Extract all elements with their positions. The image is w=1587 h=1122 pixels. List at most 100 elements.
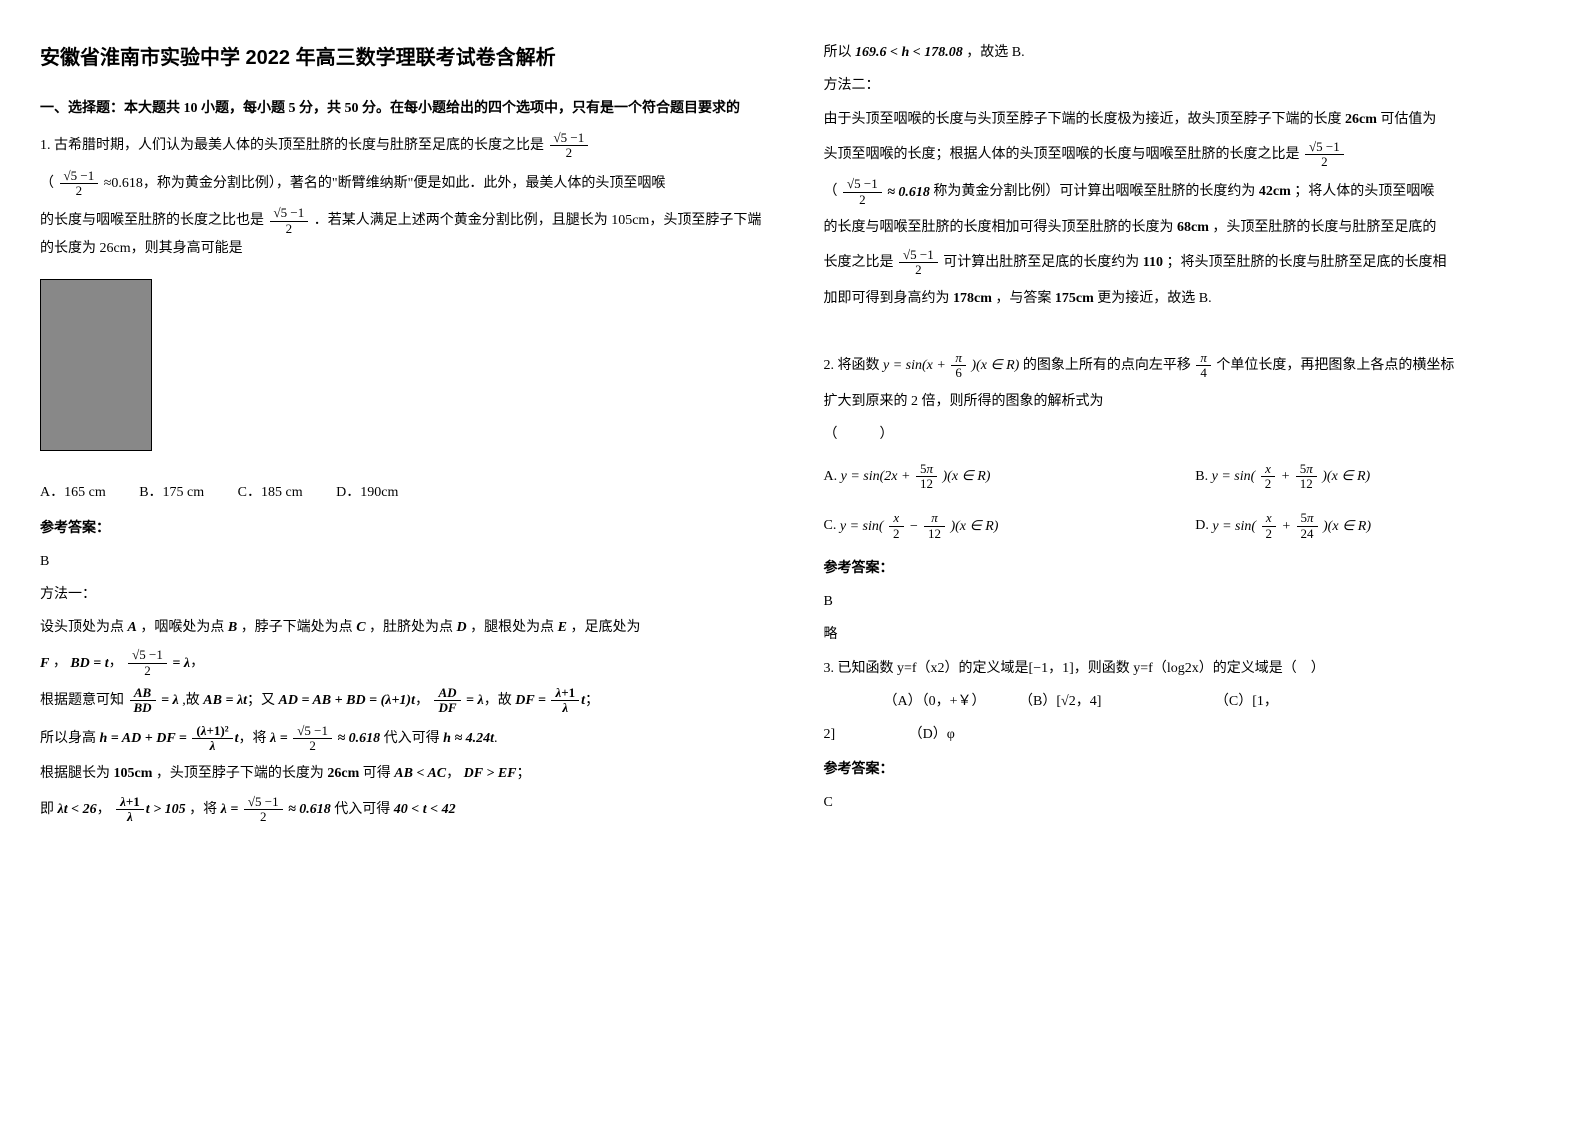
h-t: t xyxy=(235,726,239,751)
golden-ratio-fraction-2: √5 −1 2 xyxy=(60,169,99,199)
golden-ratio-fraction: √5 −1 2 xyxy=(550,131,589,161)
q2-cd-plus: + xyxy=(1282,514,1291,539)
q2-func: y = sin(x + xyxy=(883,353,946,378)
formula-block-2: 根据题意可知 AB BD = λ ,故 AB = λt；又 AD = AB + … xyxy=(40,686,764,716)
q2-cc-den2: 12 xyxy=(924,527,945,541)
m2-p6a: 加即可得到身高约为 xyxy=(824,291,950,306)
m2-42cm: 42cm xyxy=(1259,184,1291,199)
q1-text-cont2: 的长度与咽喉至肚脐的长度之比也是 √5 −1 2 ．若某人满足上述两个黄金分割比… xyxy=(40,206,764,261)
m2-p5c: ；将头顶至肚脐的长度与肚脐至足底的长度相 xyxy=(1166,255,1446,270)
df-den2: λ xyxy=(551,701,579,715)
venus-statue-image xyxy=(40,279,152,451)
neck-26: 26cm xyxy=(327,766,359,781)
method2-p6: 加即可得到身高约为 178cm ，与答案 175cm 更为接近，故选 B. xyxy=(824,286,1548,311)
choice-c: C．185 cm xyxy=(238,480,303,505)
q3-choice-c: （C）[1， xyxy=(1215,689,1278,714)
ad-eq: AD = AB + BD = (λ+1)t xyxy=(279,688,415,713)
df-fraction: λ+1 λ xyxy=(551,686,579,716)
m2-p3c: ；将人体的头顶至咽喉 xyxy=(1294,184,1434,199)
q2-pi4-num: π xyxy=(1196,351,1211,366)
method2-p1: 由于头顶至咽喉的长度与头顶至脖子下端的长度极为接近，故头顶至脖子下端的长度 26… xyxy=(824,107,1548,132)
point-b: B xyxy=(228,615,237,640)
q2-cd-label: D. xyxy=(1195,518,1209,533)
m2-26cm: 26cm xyxy=(1345,112,1377,127)
method2-p5: 长度之比是 √5 −1 2 可计算出肚脐至足底的长度约为 110 ；将头顶至肚脐… xyxy=(824,248,1548,278)
q2-pi4-den: 4 xyxy=(1196,366,1211,380)
fraction-den-2: 2 xyxy=(60,184,99,198)
ab-num: AB xyxy=(130,686,156,701)
m2r3-den: 2 xyxy=(899,263,938,277)
bd-den: BD xyxy=(130,701,156,715)
c2-l1-t1: 所以 xyxy=(824,45,852,60)
gt-fraction: λ+1 λ xyxy=(116,795,144,825)
q2-pi6: π 6 xyxy=(951,351,966,381)
q3-choice-b: （B）[√2，4] xyxy=(1019,689,1101,714)
q2-cd-den2: 24 xyxy=(1297,527,1318,541)
h-range: 169.6 < h < 178.08 xyxy=(855,40,963,65)
m2-110: 110 xyxy=(1143,255,1163,270)
lambda-den: 2 xyxy=(128,664,167,678)
eq-lambda: = λ xyxy=(172,651,190,676)
q2-cb-num1: x xyxy=(1261,462,1276,477)
m2-p6c: 更为接近，故选 B. xyxy=(1097,291,1211,306)
point-c: C xyxy=(356,615,365,640)
df-num: λ+1 xyxy=(551,686,579,701)
q1-text: 1. 古希腊时期，人们认为最美人体的头顶至肚脐的长度与肚脐至足底的长度之比是 √… xyxy=(40,131,764,161)
m2-ratio3: √5 −1 2 xyxy=(899,248,938,278)
fraction-num: √5 −1 xyxy=(550,131,589,146)
approx-val: ≈ 0.618 xyxy=(337,726,380,751)
fraction-den: 2 xyxy=(550,146,589,160)
method1-text: 设头顶处为点 A ，咽喉处为点 B ，脖子下端处为点 C ，肚脐处为点 D ，腿… xyxy=(40,615,764,640)
ad-df-fraction: AD DF xyxy=(434,686,460,716)
fraction-num-3: √5 −1 xyxy=(270,206,309,221)
q2-cc-label: C. xyxy=(824,518,837,533)
comma1: ， xyxy=(53,655,67,670)
q2-text: 2. 将函数 y = sin(x + π 6 )(x ∈ R) 的图象上所有的点… xyxy=(824,351,1548,381)
q2-ca-formula: y = sin(2x + xyxy=(841,464,911,489)
h-num: (λ+1)² xyxy=(192,724,232,739)
q2-cb-frac2: 5π 12 xyxy=(1296,462,1317,492)
formula-block-5: 即 λt < 26， λ+1 λ t > 105 ，将 λ = √5 −1 2 … xyxy=(40,795,764,825)
m2-p4: 的长度与咽喉至肚脐的长度相加可得头顶至肚脐的长度为 xyxy=(824,220,1174,235)
fraction-den-3: 2 xyxy=(270,222,309,236)
lambda-num: √5 −1 xyxy=(128,648,167,663)
q3-choice-c2: 2] xyxy=(824,722,836,747)
f5-text: 即 xyxy=(40,802,54,817)
col2-line1: 所以 169.6 < h < 178.08 ，故选 B. xyxy=(824,40,1548,65)
q2-cb-frac1: x 2 xyxy=(1261,462,1276,492)
q2-cc-num1: x xyxy=(889,511,904,526)
q1-text2: （ xyxy=(40,176,54,191)
m2-178cm: 178cm xyxy=(953,291,992,306)
m2-p4b: ，头顶至肚脐的长度与肚脐至足底的 xyxy=(1212,220,1436,235)
q3-text: 3. 已知函数 y=f（x2）的定义域是[−1，1]，则函数 y=f（log2x… xyxy=(824,656,1548,681)
leg-105: 105cm xyxy=(114,766,153,781)
m2-p5b: 可计算出肚脐至足底的长度约为 xyxy=(943,255,1139,270)
choice-d: D．190cm xyxy=(336,480,398,505)
m1-t4: ，肚脐处为点 xyxy=(369,620,453,635)
m2-p3a: （ xyxy=(824,184,838,199)
m2-175cm: 175cm xyxy=(1055,291,1094,306)
gt-num: λ+1 xyxy=(116,795,144,810)
q3-sqrt2: √2 xyxy=(1061,694,1076,709)
q2-cb-den1: 2 xyxy=(1261,477,1276,491)
q2-cc-frac2: π 12 xyxy=(924,511,945,541)
q2-cc-minus: − xyxy=(909,514,918,539)
f5-text3: 代入可得 xyxy=(334,802,390,817)
h-eq: h = AD + DF = xyxy=(100,726,187,751)
q2-paren: （ ） xyxy=(824,422,1548,447)
lambda-fraction: √5 −1 2 xyxy=(128,648,167,678)
lt-26: λt < 26 xyxy=(58,797,97,822)
q3-choice-d: （D）φ xyxy=(909,722,955,747)
m2r2-num: √5 −1 xyxy=(843,177,882,192)
method1-label: 方法一： xyxy=(40,582,764,607)
q2-cb-label: B. xyxy=(1195,469,1208,484)
q2-cb-end: )(x ∈ R) xyxy=(1322,464,1370,489)
m2r1-den: 2 xyxy=(1305,155,1344,169)
golden-ratio-fraction-3: √5 −1 2 xyxy=(270,206,309,236)
m2-p5a: 长度之比是 xyxy=(824,255,894,270)
lv-den: 2 xyxy=(293,739,332,753)
fraction-num-2: √5 −1 xyxy=(60,169,99,184)
m1-t2: ，咽喉处为点 xyxy=(140,620,224,635)
q2-cd-den1: 2 xyxy=(1262,527,1277,541)
q1-text-cont: （ √5 −1 2 ≈0.618，称为黄金分割比例），著名的"断臂维纳斯"便是如… xyxy=(40,169,764,199)
